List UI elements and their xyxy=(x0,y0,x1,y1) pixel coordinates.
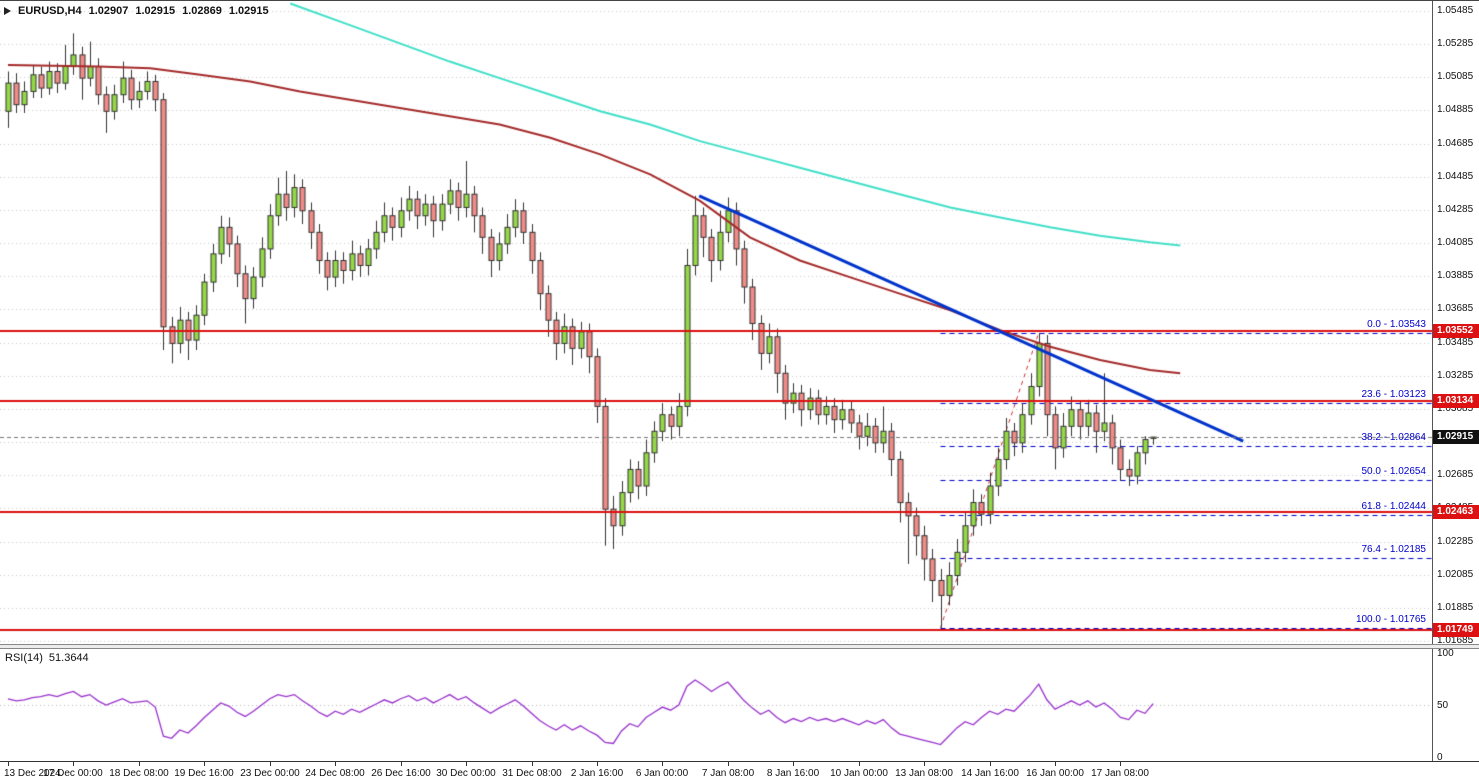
price-axis-label: 1.04685 xyxy=(1437,138,1474,149)
time-axis[interactable]: 13 Dec 2024 17 Dec 00:00 18 Dec 08:00 19 De… xyxy=(0,761,1479,782)
price-axis-label: 1.04885 xyxy=(1437,104,1474,115)
quote-low: 1.02869 xyxy=(182,5,222,17)
time-tick xyxy=(8,762,9,766)
price-axis-label: 1.04285 xyxy=(1437,204,1474,215)
time-axis-label: 18 Dec 08:00 xyxy=(109,768,169,779)
price-axis-label: 1.02685 xyxy=(1437,469,1474,480)
fib-level-label: 23.6 - 1.03123 xyxy=(1361,389,1427,400)
time-axis-label: 6 Jan 00:00 xyxy=(635,768,689,779)
rsi-canvas[interactable] xyxy=(0,649,1432,761)
symbol-ohlc-readout: EURUSD,H4 1.02907 1.02915 1.02869 1.0291… xyxy=(4,5,269,17)
time-axis-label: 30 Dec 00:00 xyxy=(436,768,496,779)
time-axis-label: 24 Dec 08:00 xyxy=(305,768,365,779)
time-axis-label: 23 Dec 00:00 xyxy=(240,768,300,779)
price-axis-label: 1.05485 xyxy=(1437,5,1474,16)
time-tick xyxy=(924,762,925,766)
fib-level-label: 61.8 - 1.02444 xyxy=(1361,501,1427,512)
time-axis-label: 7 Jan 08:00 xyxy=(701,768,755,779)
price-axis-label: 1.03285 xyxy=(1437,370,1474,381)
fib-level-label: 76.4 - 1.02185 xyxy=(1361,544,1427,555)
time-tick xyxy=(532,762,533,766)
quote-high: 1.02915 xyxy=(135,5,176,17)
price-level-badge: 1.03552 xyxy=(1433,324,1479,338)
time-tick xyxy=(728,762,729,766)
fib-level-label: 50.0 - 1.02654 xyxy=(1361,466,1427,477)
time-axis-label: 17 Dec 00:00 xyxy=(43,768,103,779)
rsi-indicator-label: RSI(14) 51.3644 xyxy=(5,652,89,664)
chart-shift-icon xyxy=(4,7,11,15)
quote-close: 1.02915 xyxy=(228,5,269,17)
rsi-value: 51.3644 xyxy=(48,652,89,664)
time-tick xyxy=(662,762,663,766)
time-tick xyxy=(859,762,860,766)
time-axis-label: 19 Dec 16:00 xyxy=(174,768,234,779)
price-axis-label: 1.01885 xyxy=(1437,602,1474,613)
time-axis-label: 31 Dec 08:00 xyxy=(502,768,562,779)
time-tick xyxy=(204,762,205,766)
time-axis-label: 16 Jan 00:00 xyxy=(1026,768,1084,779)
time-axis-label: 14 Jan 16:00 xyxy=(961,768,1019,779)
time-tick xyxy=(335,762,336,766)
time-axis-label: 17 Jan 08:00 xyxy=(1091,768,1149,779)
current-price-badge: 1.02915 xyxy=(1433,430,1479,444)
time-axis-label: 13 Dec 2024 xyxy=(4,768,61,779)
price-axis-label: 1.02085 xyxy=(1437,569,1474,580)
price-axis-label: 1.03485 xyxy=(1437,337,1474,348)
time-axis-label: 2 Jan 16:00 xyxy=(570,768,624,779)
fib-level-label: 0.0 - 1.03543 xyxy=(1367,319,1426,330)
price-axis-label: 1.01685 xyxy=(1437,635,1474,646)
time-tick xyxy=(466,762,467,766)
axis-separator xyxy=(1432,1,1433,761)
price-level-badge: 1.02463 xyxy=(1433,505,1479,519)
price-axis-label: 1.05285 xyxy=(1437,38,1474,49)
rsi-name: RSI(14) xyxy=(5,652,43,664)
time-tick xyxy=(139,762,140,766)
price-axis-label: 1.05085 xyxy=(1437,71,1474,82)
price-axis[interactable]: 1.05485 1.05285 1.05085 1.04885 1.04685 1.044… xyxy=(1433,1,1479,763)
time-axis-label: 13 Jan 08:00 xyxy=(895,768,953,779)
price-level-badge: 1.03134 xyxy=(1433,394,1479,408)
rsi-axis-label: 0 xyxy=(1437,752,1443,763)
price-axis-label: 1.03685 xyxy=(1437,303,1474,314)
rsi-axis-label: 50 xyxy=(1437,700,1449,711)
panel-splitter[interactable] xyxy=(0,644,1479,649)
price-axis-label: 1.03085 xyxy=(1437,403,1474,414)
price-chart-canvas[interactable] xyxy=(0,1,1432,644)
price-axis-label: 1.03885 xyxy=(1437,270,1474,281)
price-axis-label: 1.04085 xyxy=(1437,237,1474,248)
time-tick xyxy=(401,762,402,766)
time-tick xyxy=(1120,762,1121,766)
time-tick xyxy=(1055,762,1056,766)
time-axis-label: 26 Dec 16:00 xyxy=(371,768,431,779)
time-axis-label: 8 Jan 16:00 xyxy=(766,768,820,779)
time-tick xyxy=(270,762,271,766)
fib-level-label: 38.2 - 1.02864 xyxy=(1361,432,1427,443)
price-axis-label: 1.02285 xyxy=(1437,536,1474,547)
quote-open: 1.02907 xyxy=(88,5,129,17)
rsi-axis-label: 100 xyxy=(1437,648,1454,659)
price-axis-label: 1.04485 xyxy=(1437,171,1474,182)
time-tick xyxy=(990,762,991,766)
time-axis-label: 10 Jan 00:00 xyxy=(830,768,888,779)
time-tick xyxy=(597,762,598,766)
fib-level-label: 100.0 - 1.01765 xyxy=(1355,614,1426,625)
symbol-label: EURUSD,H4 xyxy=(18,5,82,17)
price-level-badge: 1.01749 xyxy=(1433,623,1479,637)
time-tick xyxy=(73,762,74,766)
time-tick xyxy=(793,762,794,766)
